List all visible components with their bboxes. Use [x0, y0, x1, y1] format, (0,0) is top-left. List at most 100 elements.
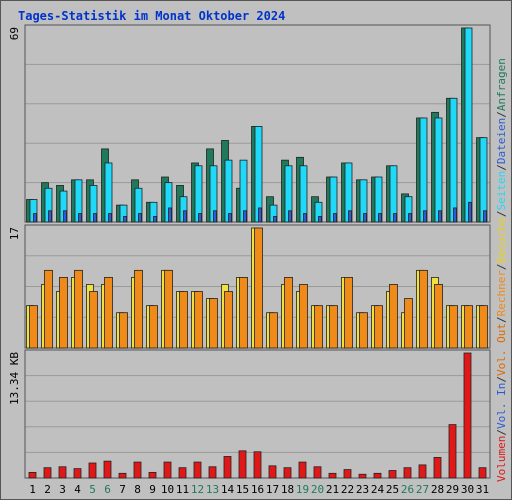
- panel-middle: 17: [8, 224, 491, 349]
- bar-rechner-day-10: [164, 269, 173, 349]
- bar-dateien-day-9: [153, 215, 157, 223]
- x-tick-label: 27: [416, 483, 429, 496]
- bar-volumen-day-19: [298, 461, 307, 479]
- bar-volumen-day-17: [268, 465, 277, 479]
- legend-item: Besuche: [495, 217, 508, 263]
- panel-bottom: 13.34 KB: [8, 349, 491, 479]
- bar-dateien-day-26: [408, 213, 412, 223]
- x-tick-label: 17: [266, 483, 279, 496]
- bar-volumen-day-8: [133, 461, 142, 479]
- x-tick-label: 20: [311, 483, 324, 496]
- bar-dateien-day-25: [393, 213, 397, 223]
- bar-seiten-day-28: [434, 117, 443, 223]
- x-tick-label: 18: [281, 483, 294, 496]
- legend-separator: /: [495, 376, 508, 383]
- bar-volumen-day-29: [448, 424, 457, 479]
- x-tick-label: 12: [191, 483, 204, 496]
- bar-volumen-day-7: [118, 472, 127, 479]
- legend-item: Rechner: [495, 270, 508, 317]
- chart-title: Tages-Statistik im Monat Oktober 2024: [18, 9, 285, 23]
- legend-item: Dateien: [495, 118, 508, 164]
- bar-volumen-day-10: [163, 461, 172, 479]
- x-tick-label: 4: [74, 483, 81, 496]
- bar-dateien-day-16: [258, 207, 262, 223]
- x-tick-label: 6: [104, 483, 111, 496]
- bar-rechner-day-5: [89, 291, 98, 349]
- bar-seiten-day-30: [464, 27, 473, 223]
- bar-dateien-day-24: [378, 213, 382, 223]
- legend-separator: /: [495, 263, 508, 270]
- legend-item: Anfragen: [495, 58, 508, 111]
- bar-volumen-day-30: [463, 352, 472, 479]
- legend-separator: /: [495, 164, 508, 171]
- bar-rechner-day-13: [209, 298, 218, 349]
- bar-volumen-day-22: [343, 469, 352, 479]
- bar-dateien-day-28: [438, 210, 442, 223]
- bar-volumen-day-12: [193, 461, 202, 479]
- x-tick-label: 9: [149, 483, 156, 496]
- x-tick-label: 1: [29, 483, 36, 496]
- x-tick-label: 5: [89, 483, 96, 496]
- bar-dateien-day-15: [243, 210, 247, 223]
- bar-dateien-day-4: [78, 213, 82, 223]
- bar-rechner-day-11: [179, 291, 188, 349]
- x-tick-label: 31: [476, 483, 489, 496]
- panel-max-label: 13.34 KB: [8, 352, 21, 405]
- bar-rechner-day-15: [239, 277, 248, 349]
- bar-dateien-day-30: [468, 201, 472, 223]
- bar-volumen-day-31: [478, 467, 487, 479]
- bar-volumen-day-1: [28, 471, 37, 479]
- bar-seiten-day-31: [479, 137, 488, 223]
- bar-dateien-day-8: [138, 213, 142, 223]
- x-tick-label: 2: [44, 483, 51, 496]
- bar-volumen-day-27: [418, 464, 427, 479]
- bar-rechner-day-19: [299, 284, 308, 349]
- bar-dateien-day-11: [183, 210, 187, 223]
- bar-dateien-day-31: [483, 210, 487, 223]
- bar-volumen-day-3: [58, 466, 67, 479]
- x-tick-label: 24: [371, 483, 385, 496]
- x-tick-label: 28: [431, 483, 444, 496]
- bar-volumen-day-24: [373, 472, 382, 479]
- bar-seiten-day-29: [449, 97, 458, 223]
- bar-volumen-day-15: [238, 450, 247, 479]
- bar-volumen-day-18: [283, 467, 292, 479]
- x-tick-label: 3: [59, 483, 66, 496]
- bar-rechner-day-17: [269, 312, 278, 349]
- bar-rechner-day-22: [344, 277, 353, 349]
- x-tick-label: 15: [236, 483, 249, 496]
- bar-rechner-day-24: [374, 305, 383, 349]
- bar-seiten-day-6: [104, 162, 113, 223]
- legend-separator: /: [495, 111, 508, 118]
- x-tick-label: 11: [176, 483, 189, 496]
- bar-rechner-day-6: [104, 277, 113, 349]
- legend-item: Vol. Out: [495, 323, 508, 376]
- x-tick-label: 29: [446, 483, 459, 496]
- bar-rechner-day-3: [59, 277, 68, 349]
- x-tick-label: 19: [296, 483, 309, 496]
- bar-rechner-day-25: [389, 284, 398, 349]
- x-axis-day-labels: 1 2 3 4 5 6 7 8 9 10 11 12 13 14 15 16 17 18 19 20 21 22 23 24 2…: [29, 483, 489, 496]
- bar-volumen-day-16: [253, 451, 262, 479]
- bar-dateien-day-2: [48, 210, 52, 223]
- bar-dateien-day-22: [348, 210, 352, 223]
- x-tick-label: 8: [134, 483, 141, 496]
- panel-top: 69: [8, 24, 491, 223]
- bar-dateien-day-21: [333, 213, 337, 223]
- bar-rechner-day-4: [74, 269, 83, 349]
- legend-separator: /: [495, 210, 508, 217]
- bar-volumen-day-28: [433, 456, 442, 479]
- panel-max-label: 17: [8, 227, 21, 240]
- legend-separator: /: [495, 429, 508, 436]
- bar-dateien-day-18: [288, 210, 292, 223]
- bar-rechner-day-23: [359, 312, 368, 349]
- legend-item: Volumen: [495, 436, 508, 482]
- bar-dateien-day-27: [423, 210, 427, 223]
- bar-dateien-day-14: [228, 213, 232, 223]
- bar-seiten-day-14: [224, 159, 233, 223]
- x-tick-label: 7: [119, 483, 126, 496]
- bar-dateien-day-19: [303, 213, 307, 223]
- x-tick-label: 10: [161, 483, 174, 496]
- bar-dateien-day-12: [198, 213, 202, 223]
